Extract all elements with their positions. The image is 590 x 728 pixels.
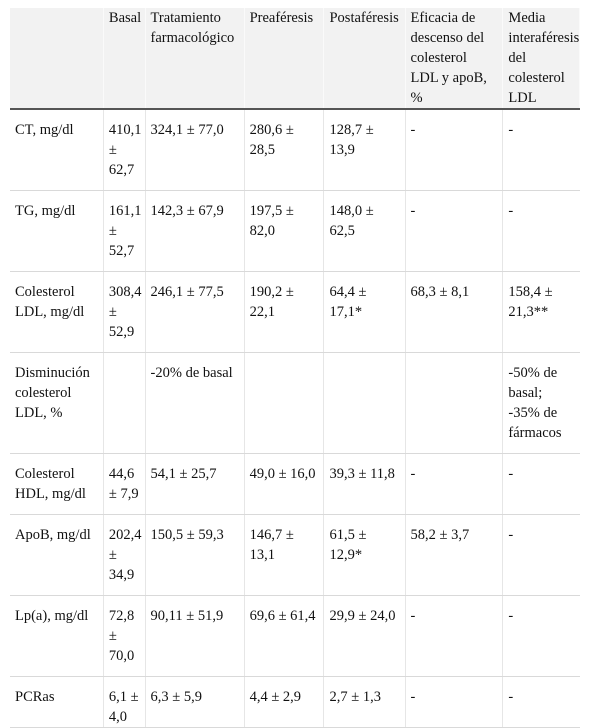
header-cell-parameter: [10, 8, 104, 109]
cell-reduction-efficacy: -: [405, 109, 504, 191]
cell-parameter: Colesterol HDL, mg/dl: [10, 453, 104, 515]
cell-parameter: CT, mg/dl: [10, 109, 104, 191]
cell-pre-apheresis: 69,6 ± 61,4: [244, 595, 325, 677]
cell-reduction-efficacy: -: [405, 595, 504, 677]
cell-pre-apheresis: 280,6 ± 28,5: [244, 109, 325, 191]
cell-parameter: TG, mg/dl: [10, 190, 104, 272]
table-row: Disminución colesterol LDL, % -20% de bas…: [10, 352, 580, 454]
cell-post-apheresis: 61,5 ± 12,9*: [323, 514, 406, 596]
lipid-profile-table: Basal Tratamiento farmacológico Preafére…: [10, 8, 580, 728]
cell-pharmacological-treatment: 54,1 ± 25,7: [145, 453, 245, 515]
cell-basal: 202,4 ± 34,9: [103, 514, 146, 596]
cell-interapheresis-mean: -: [502, 453, 580, 515]
cell-interapheresis-mean: -: [502, 514, 580, 596]
table-row: ApoB, mg/dl 202,4 ± 34,9 150,5 ± 59,3 146,7…: [10, 514, 580, 596]
cell-basal: 308,4 ± 52,9: [103, 271, 146, 353]
cell-pharmacological-treatment: 324,1 ± 77,0: [145, 109, 245, 191]
header-cell-pharmacological-treatment: Tratamiento farmacológico: [145, 8, 245, 109]
cell-parameter: Disminución colesterol LDL, %: [10, 352, 104, 454]
cell-pharmacological-treatment: 150,5 ± 59,3: [145, 514, 245, 596]
cell-pharmacological-treatment: 246,1 ± 77,5: [145, 271, 245, 353]
cell-post-apheresis: 64,4 ± 17,1*: [323, 271, 406, 353]
cell-basal: 6,1 ± 4,0: [103, 676, 146, 728]
cell-pre-apheresis: 4,4 ± 2,9: [244, 676, 325, 728]
cell-post-apheresis: 29,9 ± 24,0: [323, 595, 406, 677]
cell-reduction-efficacy: -: [405, 190, 504, 272]
cell-parameter: ApoB, mg/dl: [10, 514, 104, 596]
table-header: Basal Tratamiento farmacológico Preafére…: [10, 8, 580, 109]
cell-basal: [103, 352, 146, 454]
table-row: CT, mg/dl 410,1 ± 62,7 324,1 ± 77,0 280,6 ±…: [10, 109, 580, 191]
header-cell-basal: Basal: [103, 8, 146, 109]
cell-pre-apheresis: 146,7 ± 13,1: [244, 514, 325, 596]
cell-pre-apheresis: 190,2 ± 22,1: [244, 271, 325, 353]
header-cell-interapheresis-mean: Media interaféresis del colesterol LDL: [502, 8, 580, 109]
cell-parameter: PCRas: [10, 676, 104, 728]
table-row: Lp(a), mg/dl 72,8 ± 70,0 90,11 ± 51,9 69,6 …: [10, 595, 580, 677]
cell-interapheresis-mean: -: [502, 676, 580, 728]
table-row: Colesterol LDL, mg/dl 308,4 ± 52,9 246,1 ±…: [10, 271, 580, 353]
cell-basal: 44,6 ± 7,9: [103, 453, 146, 515]
cell-basal: 72,8 ± 70,0: [103, 595, 146, 677]
cell-reduction-efficacy: 58,2 ± 3,7: [405, 514, 504, 596]
cell-parameter: Lp(a), mg/dl: [10, 595, 104, 677]
cell-pre-apheresis: [244, 352, 325, 454]
table-row: Colesterol HDL, mg/dl 44,6 ± 7,9 54,1 ± 25…: [10, 453, 580, 515]
cell-post-apheresis: [323, 352, 406, 454]
cell-reduction-efficacy: 68,3 ± 8,1: [405, 271, 504, 353]
cell-interapheresis-mean: -50% de basal; -35% de fármacos: [502, 352, 580, 454]
cell-pharmacological-treatment: 6,3 ± 5,9: [145, 676, 245, 728]
cell-pharmacological-treatment: 90,11 ± 51,9: [145, 595, 245, 677]
cell-pharmacological-treatment: 142,3 ± 67,9: [145, 190, 245, 272]
header-cell-pre-apheresis: Preaféresis: [244, 8, 325, 109]
header-cell-reduction-efficacy: Eficacia de descenso del colesterol LDL …: [405, 8, 504, 109]
cell-interapheresis-mean: -: [502, 190, 580, 272]
cell-post-apheresis: 39,3 ± 11,8: [323, 453, 406, 515]
table-row: TG, mg/dl 161,1 ± 52,7 142,3 ± 67,9 197,5 ±…: [10, 190, 580, 272]
header-cell-post-apheresis: Postaféresis: [323, 8, 406, 109]
cell-parameter: Colesterol LDL, mg/dl: [10, 271, 104, 353]
header-row: Basal Tratamiento farmacológico Preafére…: [10, 8, 580, 109]
cell-interapheresis-mean: -: [502, 109, 580, 191]
cell-post-apheresis: 2,7 ± 1,3: [323, 676, 406, 728]
table-row: PCRas 6,1 ± 4,0 6,3 ± 5,9 4,4 ± 2,9 2,7 ± 1,…: [10, 676, 580, 728]
cell-post-apheresis: 148,0 ± 62,5: [323, 190, 406, 272]
cell-basal: 161,1 ± 52,7: [103, 190, 146, 272]
cell-reduction-efficacy: -: [405, 676, 504, 728]
cell-reduction-efficacy: [405, 352, 504, 454]
cell-pre-apheresis: 197,5 ± 82,0: [244, 190, 325, 272]
table-body: CT, mg/dl 410,1 ± 62,7 324,1 ± 77,0 280,6 ±…: [10, 109, 580, 728]
cell-pharmacological-treatment: -20% de basal: [145, 352, 245, 454]
cell-interapheresis-mean: 158,4 ± 21,3**: [502, 271, 580, 353]
cell-interapheresis-mean: -: [502, 595, 580, 677]
cell-reduction-efficacy: -: [405, 453, 504, 515]
cell-post-apheresis: 128,7 ± 13,9: [323, 109, 406, 191]
cell-basal: 410,1 ± 62,7: [103, 109, 146, 191]
cell-pre-apheresis: 49,0 ± 16,0: [244, 453, 325, 515]
